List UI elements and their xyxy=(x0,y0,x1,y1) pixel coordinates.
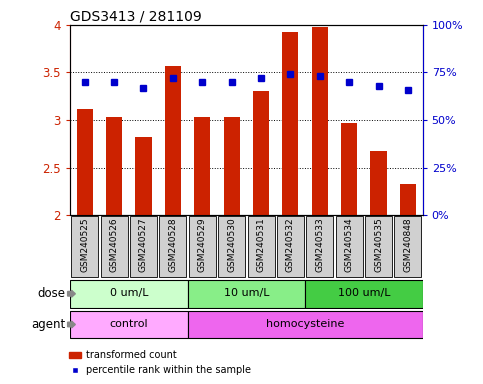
Text: GSM240848: GSM240848 xyxy=(403,217,412,271)
FancyBboxPatch shape xyxy=(305,280,423,308)
Text: dose: dose xyxy=(37,287,65,300)
FancyBboxPatch shape xyxy=(365,216,392,277)
FancyBboxPatch shape xyxy=(306,216,333,277)
Text: GSM240528: GSM240528 xyxy=(169,217,177,271)
Text: GSM240530: GSM240530 xyxy=(227,217,236,272)
FancyBboxPatch shape xyxy=(187,311,423,338)
Bar xyxy=(165,66,181,215)
Bar xyxy=(283,31,298,215)
Text: GSM240532: GSM240532 xyxy=(286,217,295,271)
FancyBboxPatch shape xyxy=(70,311,187,338)
Text: GDS3413 / 281109: GDS3413 / 281109 xyxy=(70,10,202,24)
Text: GSM240525: GSM240525 xyxy=(80,217,89,271)
Text: GSM240531: GSM240531 xyxy=(256,217,266,272)
Bar xyxy=(194,117,210,215)
Bar xyxy=(253,91,269,215)
FancyBboxPatch shape xyxy=(247,216,274,277)
Bar xyxy=(370,151,386,215)
Bar xyxy=(77,109,93,215)
Text: 100 um/L: 100 um/L xyxy=(338,288,390,298)
Text: homocysteine: homocysteine xyxy=(266,319,344,329)
Bar xyxy=(312,27,328,215)
FancyBboxPatch shape xyxy=(70,280,187,308)
Text: GSM240535: GSM240535 xyxy=(374,217,383,272)
FancyBboxPatch shape xyxy=(130,216,157,277)
Text: agent: agent xyxy=(31,318,65,331)
Text: GSM240526: GSM240526 xyxy=(110,217,119,271)
Legend: transformed count, percentile rank within the sample: transformed count, percentile rank withi… xyxy=(65,346,255,379)
FancyBboxPatch shape xyxy=(395,216,422,277)
Text: control: control xyxy=(110,319,148,329)
FancyBboxPatch shape xyxy=(277,216,304,277)
Text: GSM240529: GSM240529 xyxy=(198,217,207,271)
Text: 10 um/L: 10 um/L xyxy=(224,288,269,298)
FancyBboxPatch shape xyxy=(71,216,98,277)
FancyBboxPatch shape xyxy=(218,216,245,277)
Text: GSM240534: GSM240534 xyxy=(345,217,354,271)
Bar xyxy=(400,184,416,215)
Text: 0 um/L: 0 um/L xyxy=(110,288,148,298)
Bar xyxy=(135,137,152,215)
Bar xyxy=(341,123,357,215)
Text: GSM240533: GSM240533 xyxy=(315,217,324,272)
Bar xyxy=(224,117,240,215)
FancyBboxPatch shape xyxy=(189,216,216,277)
FancyBboxPatch shape xyxy=(187,280,305,308)
FancyBboxPatch shape xyxy=(336,216,363,277)
FancyBboxPatch shape xyxy=(159,216,186,277)
Text: GSM240527: GSM240527 xyxy=(139,217,148,271)
Bar xyxy=(106,117,122,215)
FancyBboxPatch shape xyxy=(100,216,128,277)
